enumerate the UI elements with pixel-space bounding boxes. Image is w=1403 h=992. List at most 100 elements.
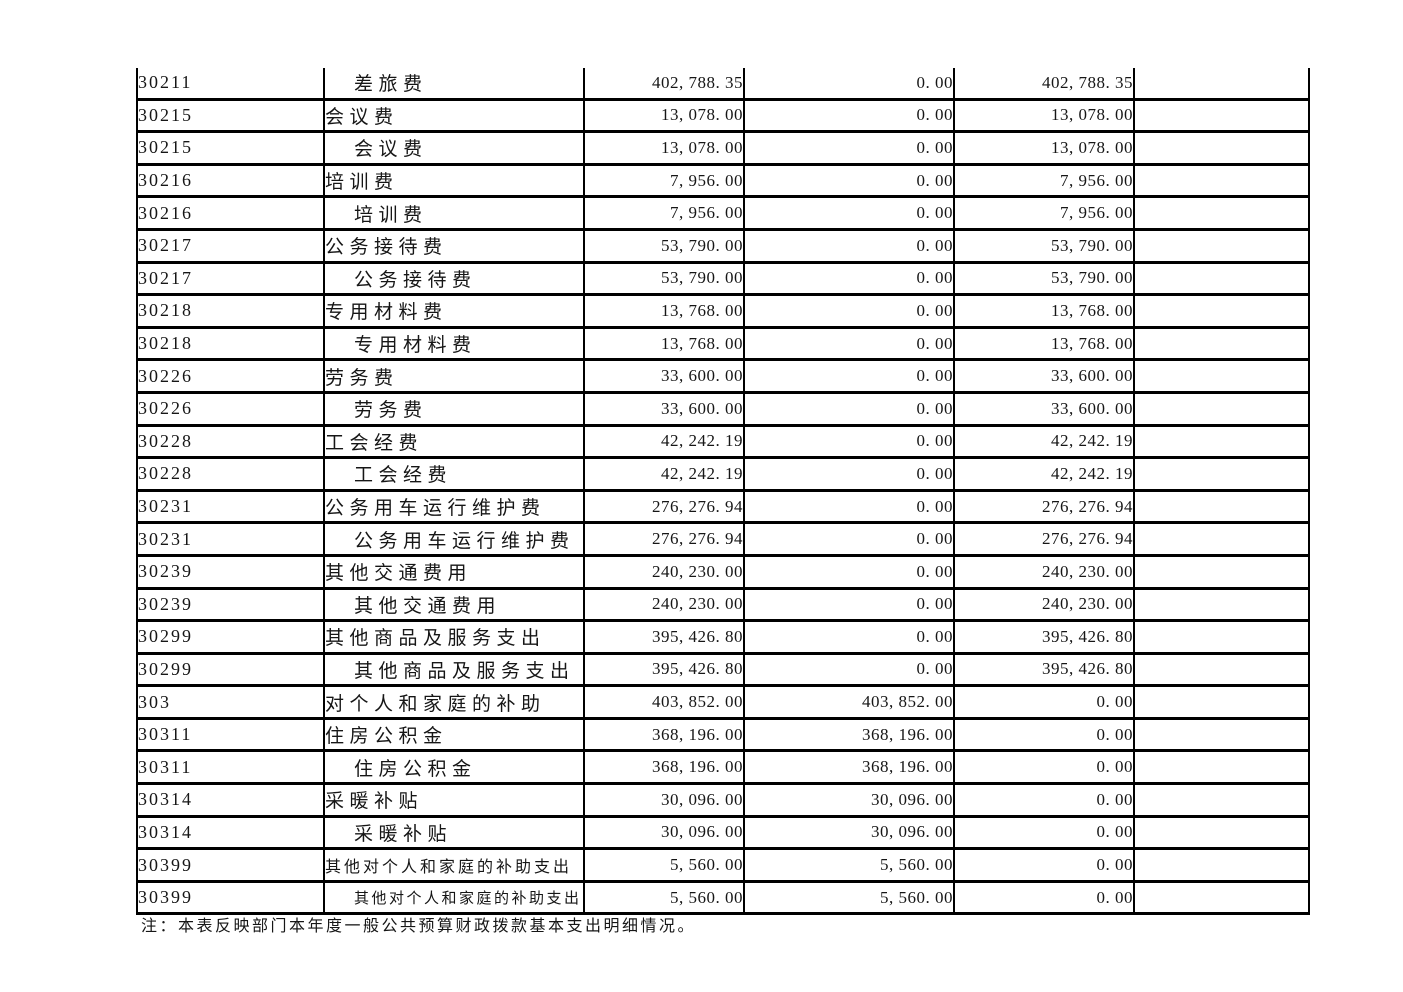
- cell-empty: [1133, 195, 1310, 231]
- cell-amount-2: 0. 00: [743, 619, 955, 655]
- table-row: 30299 其他商品及服务支出 395, 426. 80 0. 00 395, 426.…: [136, 619, 1310, 655]
- cell-subject-name: 其他商品及服务支出: [323, 652, 585, 688]
- cell-amount-1: 53, 790. 00: [583, 261, 745, 297]
- cell-empty: [1133, 717, 1310, 753]
- table-row: 30314 采暖补贴 30, 096. 00 30, 096. 00 0. 00: [136, 815, 1310, 851]
- table-row: 30226 劳务费 33, 600. 00 0. 00 33, 600. 00: [136, 391, 1310, 427]
- cell-amount-1: 402, 788. 35: [583, 68, 745, 101]
- cell-subject-name: 培训费: [323, 195, 585, 231]
- cell-code: 30299: [136, 652, 325, 688]
- table-row: 30231 公务用车运行维护费 276, 276. 94 0. 00 276, 276.…: [136, 489, 1310, 525]
- cell-subject-name: 公务接待费: [323, 261, 585, 297]
- cell-amount-2: 0. 00: [743, 391, 955, 427]
- cell-empty: [1133, 68, 1310, 101]
- cell-empty: [1133, 554, 1310, 590]
- cell-code: 30311: [136, 749, 325, 786]
- table-note: 注：本表反映部门本年度一般公共预算财政拨款基本支出明细情况。: [141, 918, 697, 935]
- cell-amount-3: 33, 600. 00: [953, 358, 1135, 394]
- cell-empty: [1133, 293, 1310, 329]
- cell-amount-2: 0. 00: [743, 587, 955, 623]
- cell-amount-2: 5, 560. 00: [743, 880, 955, 916]
- cell-amount-3: 13, 768. 00: [953, 326, 1135, 362]
- cell-code: 30218: [136, 326, 325, 362]
- cell-code: 30231: [136, 489, 325, 525]
- cell-amount-3: 276, 276. 94: [953, 489, 1135, 525]
- table-row: 30239 其他交通费用 240, 230. 00 0. 00 240, 230. 00: [136, 587, 1310, 623]
- cell-empty: [1133, 684, 1310, 720]
- cell-amount-1: 30, 096. 00: [583, 815, 745, 851]
- table-row: 303 对个人和家庭的补助 403, 852. 00 403, 852. 00 0. 0…: [136, 684, 1310, 720]
- cell-subject-name: 其他交通费用: [323, 587, 585, 623]
- cell-amount-3: 0. 00: [953, 717, 1135, 753]
- cell-amount-3: 240, 230. 00: [953, 554, 1135, 590]
- cell-code: 30314: [136, 782, 325, 818]
- cell-amount-2: 0. 00: [743, 554, 955, 590]
- cell-code: 30215: [136, 98, 325, 134]
- cell-amount-1: 395, 426. 80: [583, 652, 745, 688]
- cell-subject-name: 公务接待费: [323, 228, 585, 264]
- cell-amount-1: 403, 852. 00: [583, 684, 745, 720]
- cell-amount-2: 0. 00: [743, 261, 955, 297]
- cell-amount-2: 0. 00: [743, 68, 955, 101]
- cell-amount-3: 33, 600. 00: [953, 391, 1135, 427]
- cell-amount-1: 13, 078. 00: [583, 130, 745, 166]
- cell-empty: [1133, 749, 1310, 786]
- table-row: 30231 公务用车运行维护费 276, 276. 94 0. 00 276, 276.…: [136, 521, 1310, 557]
- cell-code: 30239: [136, 587, 325, 623]
- cell-empty: [1133, 521, 1310, 557]
- cell-code: 30399: [136, 847, 325, 883]
- cell-amount-1: 7, 956. 00: [583, 195, 745, 231]
- cell-amount-1: 42, 242. 19: [583, 424, 745, 460]
- cell-empty: [1133, 130, 1310, 166]
- cell-amount-3: 402, 788. 35: [953, 68, 1135, 101]
- table-row: 30299 其他商品及服务支出 395, 426. 80 0. 00 395, 426.…: [136, 652, 1310, 688]
- cell-amount-1: 13, 768. 00: [583, 293, 745, 329]
- cell-empty: [1133, 326, 1310, 362]
- cell-amount-1: 276, 276. 94: [583, 521, 745, 557]
- cell-subject-name: 其他商品及服务支出: [323, 619, 585, 655]
- table-row: 30228 工会经费 42, 242. 19 0. 00 42, 242. 19: [136, 424, 1310, 460]
- cell-amount-2: 5, 560. 00: [743, 847, 955, 883]
- cell-amount-3: 53, 790. 00: [953, 261, 1135, 297]
- cell-code: 30216: [136, 163, 325, 199]
- table-row: 30314 采暖补贴 30, 096. 00 30, 096. 00 0. 00: [136, 782, 1310, 818]
- table-row: 30215 会议费 13, 078. 00 0. 00 13, 078. 00: [136, 130, 1310, 166]
- cell-amount-1: 33, 600. 00: [583, 358, 745, 394]
- cell-amount-2: 368, 196. 00: [743, 717, 955, 753]
- cell-amount-1: 42, 242. 19: [583, 456, 745, 492]
- cell-amount-1: 395, 426. 80: [583, 619, 745, 655]
- cell-code: 30215: [136, 130, 325, 166]
- cell-subject-name: 其他交通费用: [323, 554, 585, 590]
- cell-amount-2: 0. 00: [743, 424, 955, 460]
- cell-empty: [1133, 391, 1310, 427]
- cell-amount-3: 395, 426. 80: [953, 652, 1135, 688]
- cell-empty: [1133, 163, 1310, 199]
- table-row: 30217 公务接待费 53, 790. 00 0. 00 53, 790. 00: [136, 261, 1310, 297]
- cell-amount-3: 0. 00: [953, 782, 1135, 818]
- cell-empty: [1133, 261, 1310, 297]
- cell-code: 30311: [136, 717, 325, 753]
- table-row: 30226 劳务费 33, 600. 00 0. 00 33, 600. 00: [136, 358, 1310, 394]
- cell-code: 30314: [136, 815, 325, 851]
- cell-amount-3: 0. 00: [953, 880, 1135, 916]
- cell-amount-1: 7, 956. 00: [583, 163, 745, 199]
- cell-amount-3: 53, 790. 00: [953, 228, 1135, 264]
- cell-empty: [1133, 489, 1310, 525]
- cell-subject-name: 会议费: [323, 98, 585, 134]
- table-row: 30239 其他交通费用 240, 230. 00 0. 00 240, 230. 00: [136, 554, 1310, 590]
- cell-amount-2: 0. 00: [743, 163, 955, 199]
- cell-amount-2: 0. 00: [743, 521, 955, 557]
- cell-subject-name: 工会经费: [323, 456, 585, 492]
- cell-amount-3: 42, 242. 19: [953, 424, 1135, 460]
- cell-subject-name: 专用材料费: [323, 326, 585, 362]
- table-row: 30218 专用材料费 13, 768. 00 0. 00 13, 768. 00: [136, 326, 1310, 362]
- table-row: 30217 公务接待费 53, 790. 00 0. 00 53, 790. 00: [136, 228, 1310, 264]
- cell-amount-3: 13, 078. 00: [953, 130, 1135, 166]
- cell-empty: [1133, 424, 1310, 460]
- cell-empty: [1133, 98, 1310, 134]
- cell-amount-2: 0. 00: [743, 293, 955, 329]
- cell-subject-name: 其他对个人和家庭的补助支出: [323, 847, 585, 883]
- cell-amount-3: 13, 078. 00: [953, 98, 1135, 134]
- table-row: 30228 工会经费 42, 242. 19 0. 00 42, 242. 19: [136, 456, 1310, 492]
